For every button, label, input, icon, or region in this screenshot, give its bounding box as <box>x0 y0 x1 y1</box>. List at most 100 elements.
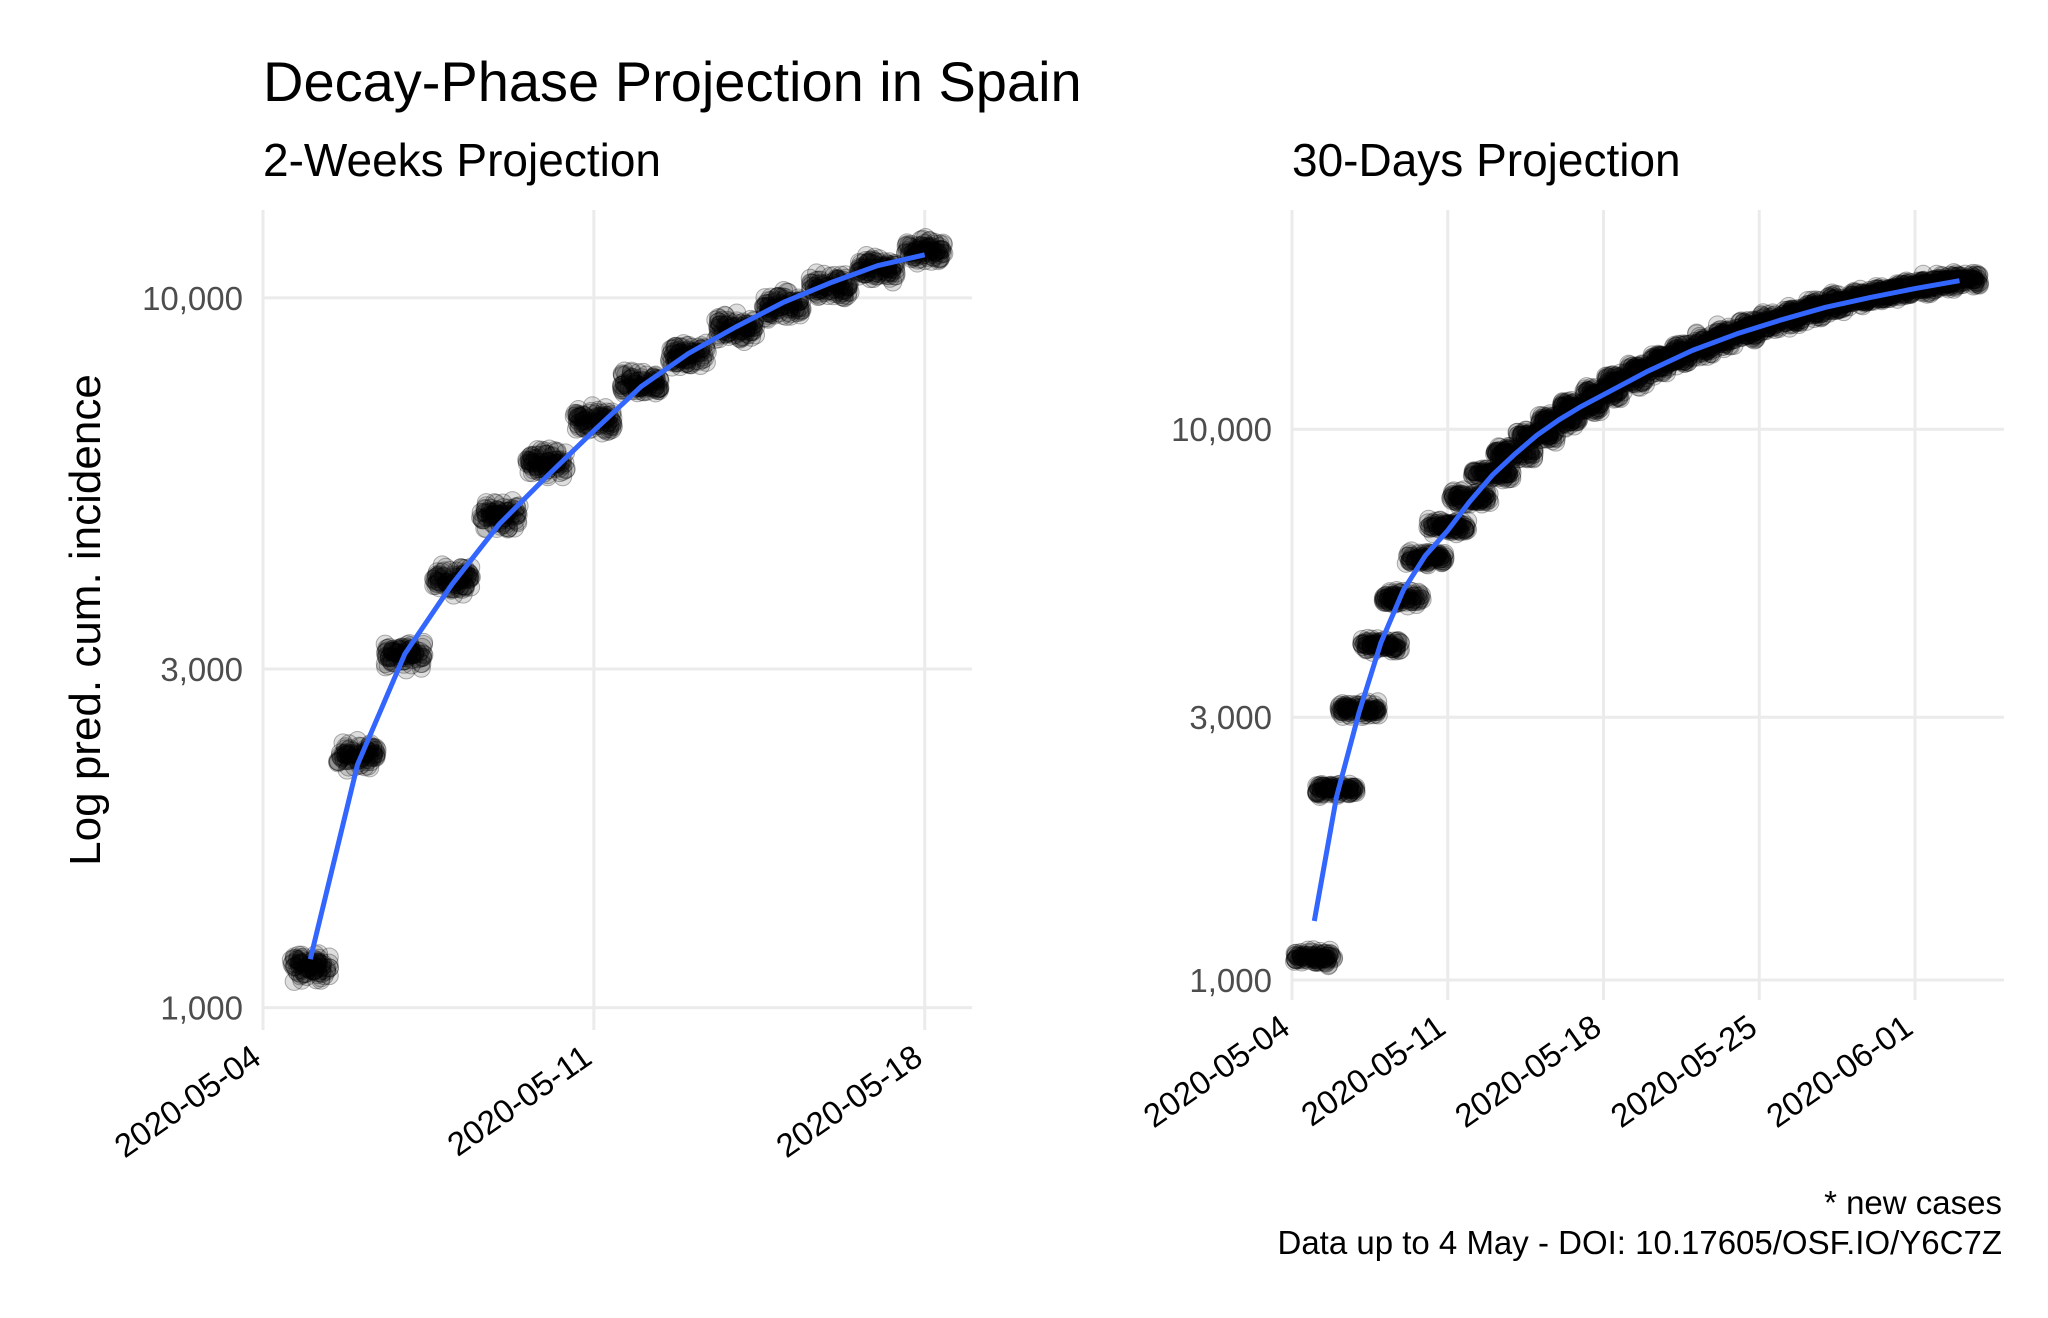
data-point <box>575 409 595 429</box>
panel-subtitle: 30-Days Projection <box>1292 134 1681 186</box>
data-point <box>574 414 594 434</box>
data-point <box>535 456 555 476</box>
data-point <box>523 453 543 473</box>
data-point <box>320 958 340 978</box>
data-point <box>411 648 431 668</box>
data-point <box>440 560 460 580</box>
data-point <box>281 950 301 970</box>
data-point <box>476 499 496 519</box>
panel-2-weeks: 2-Weeks Projection Log pred. cum. incide… <box>61 134 972 1165</box>
data-point <box>461 567 481 587</box>
data-point <box>646 383 666 403</box>
data-point <box>411 654 431 674</box>
data-point <box>1323 949 1343 969</box>
data-point <box>531 440 551 460</box>
data-point <box>484 493 504 513</box>
data-point <box>289 945 309 965</box>
data-point <box>599 419 619 439</box>
data-point <box>517 451 537 471</box>
data-point <box>311 954 331 974</box>
data-point <box>1374 590 1394 610</box>
data-point <box>408 649 428 669</box>
data-point <box>287 961 307 981</box>
data-point <box>363 747 383 767</box>
data-point <box>334 744 354 764</box>
data-point <box>498 501 518 521</box>
data-point <box>546 453 566 473</box>
data-point <box>567 408 587 428</box>
data-point <box>1445 491 1465 511</box>
data-point <box>522 451 542 471</box>
data-point <box>567 403 587 423</box>
data-point <box>567 404 587 424</box>
data-point <box>453 584 473 604</box>
data-point <box>434 567 454 587</box>
data-point <box>378 656 398 676</box>
data-point <box>333 747 353 767</box>
data-point <box>336 739 356 759</box>
data-point <box>537 444 557 464</box>
data-point <box>333 744 353 764</box>
x-tick-labels: 2020-05-042020-05-112020-05-182020-05-25… <box>1137 1007 1920 1134</box>
data-point <box>476 508 496 528</box>
data-point <box>567 414 587 434</box>
data-point <box>475 502 495 522</box>
data-point <box>285 949 305 969</box>
data-point <box>375 654 395 674</box>
data-point <box>376 647 396 667</box>
data-point <box>528 459 548 479</box>
data-point <box>376 657 396 677</box>
data-point <box>290 953 310 973</box>
data-point <box>547 442 567 462</box>
data-point <box>574 417 594 437</box>
data-point <box>312 953 332 973</box>
y-tick-label: 10,000 <box>142 280 243 317</box>
data-point <box>429 572 449 592</box>
data-point <box>475 498 495 518</box>
data-point <box>330 743 350 763</box>
data-point <box>573 405 593 425</box>
data-point <box>283 953 303 973</box>
data-point <box>292 965 312 985</box>
y-tick-label: 10,000 <box>1171 411 1272 448</box>
data-point <box>328 751 348 771</box>
data-point <box>329 752 349 772</box>
data-point <box>525 449 545 469</box>
data-point <box>517 450 537 470</box>
data-point <box>383 642 403 662</box>
data-point <box>379 648 399 668</box>
data-point <box>746 325 766 345</box>
data-point <box>426 575 446 595</box>
data-point <box>408 644 428 664</box>
data-point <box>598 412 618 432</box>
data-point <box>614 374 634 394</box>
x-tick-label: 2020-05-18 <box>1448 1007 1608 1134</box>
data-point <box>708 312 728 332</box>
data-point <box>568 400 588 420</box>
data-point <box>519 447 539 467</box>
data-point <box>477 507 497 527</box>
data-point <box>455 576 475 596</box>
data-point <box>519 451 539 471</box>
data-point <box>527 448 547 468</box>
data-point <box>613 366 633 386</box>
data-point <box>582 396 602 416</box>
data-point <box>534 445 554 465</box>
data-point <box>434 566 454 586</box>
data-point <box>508 513 528 533</box>
data-point <box>1488 441 1508 461</box>
data-point <box>459 570 479 590</box>
data-point <box>535 454 555 474</box>
data-point <box>328 753 348 773</box>
data-point <box>529 462 549 482</box>
data-point <box>612 365 632 385</box>
data-point <box>474 510 494 530</box>
data-point <box>413 644 433 664</box>
data-point <box>367 744 387 764</box>
data-point <box>521 445 541 465</box>
data-point <box>475 503 495 523</box>
data-point <box>427 574 447 594</box>
data-point <box>539 452 559 472</box>
data-point <box>429 572 449 592</box>
data-point <box>587 402 607 422</box>
